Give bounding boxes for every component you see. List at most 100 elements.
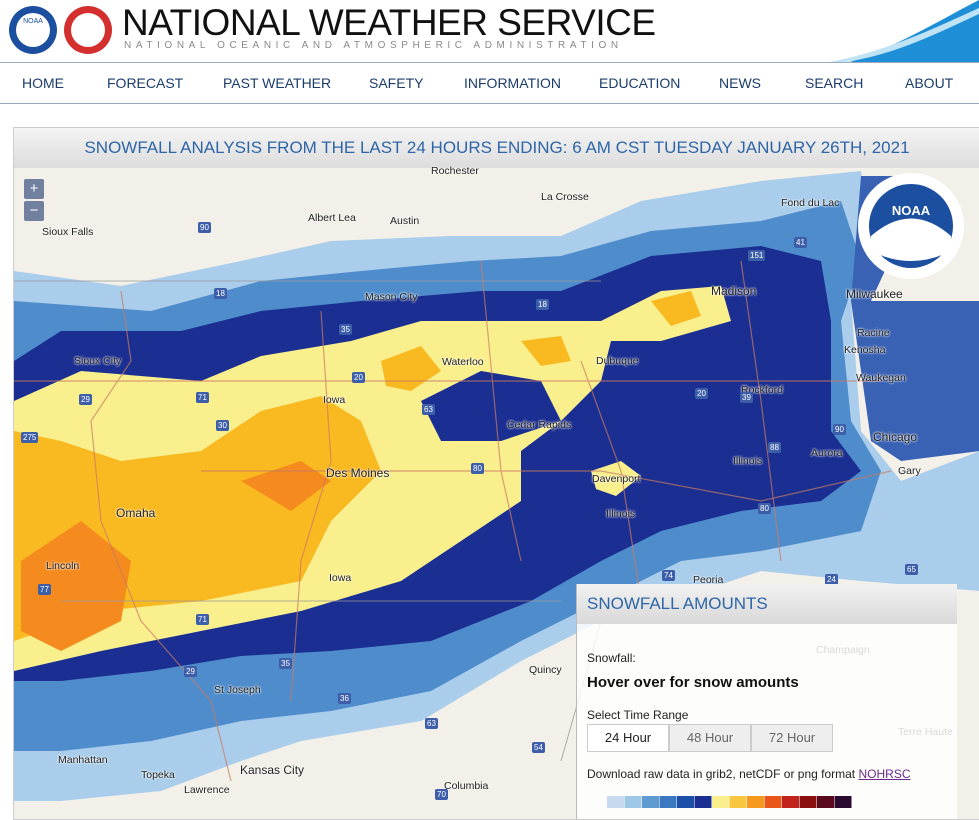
- scale-swatch: [799, 796, 817, 808]
- scale-swatch: [659, 796, 677, 808]
- place-label: Davenport: [592, 473, 641, 485]
- place-label: Omaha: [116, 506, 156, 520]
- place-label: Waukegan: [856, 372, 906, 384]
- nav-link[interactable]: FORECAST: [107, 75, 184, 91]
- logo-text: NOAA: [23, 18, 43, 25]
- color-scale: [607, 796, 852, 808]
- panel-title: SNOWFALL AMOUNTS: [577, 584, 957, 624]
- highway-shield: 80: [758, 503, 771, 514]
- scale-swatch: [764, 796, 782, 808]
- highway-shield: 71: [196, 614, 209, 625]
- place-label: Iowa: [329, 572, 352, 584]
- header-graphics: NOAA: [9, 0, 979, 62]
- highway-shield: 20: [352, 372, 365, 383]
- highway-shield: 80: [471, 463, 484, 474]
- download-label: Download raw data in grib2, netCDF or pn…: [587, 767, 856, 781]
- place-label: Dubuque: [596, 355, 639, 367]
- nav-link[interactable]: PAST WEATHER: [223, 75, 332, 91]
- scale-swatch: [782, 796, 799, 808]
- place-label: Lincoln: [46, 560, 80, 572]
- highway-shield: 90: [198, 222, 211, 233]
- highway-shield: 63: [422, 404, 435, 415]
- place-label: Fond du Lac: [781, 197, 840, 209]
- highway-shield: 88: [768, 442, 781, 453]
- place-label: Quincy: [529, 664, 562, 676]
- scale-swatch: [677, 796, 694, 808]
- highway-shield: 90: [833, 424, 846, 435]
- nav-link[interactable]: INFORMATION: [464, 75, 561, 91]
- place-label: Milwaukee: [846, 287, 903, 301]
- download-text: Download raw data in grib2, netCDF or pn…: [587, 767, 911, 781]
- nav-link[interactable]: SEARCH: [805, 75, 864, 91]
- place-label: Cedar Rapids: [507, 419, 572, 431]
- place-label: Kenosha: [844, 344, 886, 356]
- scale-swatch: [747, 796, 764, 808]
- range-button[interactable]: 72 Hour: [751, 724, 833, 752]
- highway-shield: 74: [662, 570, 675, 581]
- highway-shield: 70: [435, 789, 448, 800]
- highway-shield: 63: [425, 718, 438, 729]
- place-label: La Crosse: [541, 191, 589, 203]
- place-label: Columbia: [444, 780, 489, 792]
- nav-link[interactable]: HOME: [22, 75, 64, 91]
- logo-text: NOAA: [892, 203, 931, 218]
- place-label: Sioux City: [74, 355, 122, 367]
- place-label: Manhattan: [58, 754, 108, 766]
- scale-swatch: [694, 796, 712, 808]
- place-label: Topeka: [141, 769, 175, 781]
- highway-shield: 29: [184, 666, 197, 677]
- highway-shield: 35: [279, 658, 292, 669]
- place-label: Illinois: [733, 455, 763, 467]
- place-label: Sioux Falls: [42, 226, 94, 238]
- place-label: St Joseph: [214, 684, 261, 696]
- highway-shield: 29: [79, 394, 92, 405]
- range-button[interactable]: 48 Hour: [669, 724, 751, 752]
- site-title[interactable]: NATIONAL WEATHER SERVICE: [122, 2, 656, 43]
- highway-shield: 77: [38, 584, 51, 595]
- place-label: Madison: [711, 284, 757, 298]
- scale-swatch: [642, 796, 659, 808]
- place-label: Rochester: [431, 165, 479, 177]
- zoom-in[interactable]: +: [24, 179, 44, 199]
- highway-shield: 18: [214, 288, 227, 299]
- download-link[interactable]: NOHRSC: [858, 767, 911, 781]
- highway-shield: 41: [794, 237, 807, 248]
- snowfall-panel: SNOWFALL AMOUNTS Snowfall: Hover over fo…: [576, 584, 957, 819]
- place-label: Aurora: [811, 447, 843, 459]
- highway-shield: 24: [825, 574, 838, 585]
- nav-link[interactable]: ABOUT: [905, 75, 954, 91]
- highway-shield: 30: [216, 420, 229, 431]
- nav-link[interactable]: SAFETY: [369, 75, 424, 91]
- highway-shield: 39: [740, 392, 753, 403]
- scale-swatch: [624, 796, 642, 808]
- highway-shield: 71: [196, 392, 209, 403]
- highway-shield: 275: [21, 432, 39, 443]
- highway-shield: 151: [748, 250, 766, 261]
- scale-swatch: [817, 796, 834, 808]
- scale-swatch: [729, 796, 747, 808]
- highway-shield: 36: [338, 693, 351, 704]
- site-subtitle: NATIONAL OCEANIC AND ATMOSPHERIC ADMINIS…: [124, 40, 623, 51]
- nav-bar: HOME FORECAST PAST WEATHER SAFETY INFORMATIO…: [0, 62, 979, 104]
- place-label: Lawrence: [184, 784, 230, 796]
- highway-shield: 65: [905, 564, 918, 575]
- nav-link[interactable]: EDUCATION: [599, 75, 681, 91]
- scale-swatch: [834, 796, 852, 808]
- map-panel: SNOWFALL ANALYSIS FROM THE LAST 24 HOURS…: [13, 127, 979, 820]
- range-button[interactable]: 24 Hour: [587, 724, 669, 752]
- hover-text: Hover over for snow amounts: [587, 674, 799, 691]
- highway-shield: 54: [532, 742, 545, 753]
- place-label: Iowa: [323, 394, 346, 406]
- place-label: Austin: [390, 215, 420, 227]
- place-label: Illinois: [606, 508, 636, 520]
- place-label: Kansas City: [240, 763, 305, 777]
- zoom-out[interactable]: −: [24, 201, 44, 221]
- place-label: Mason City: [365, 291, 418, 303]
- highway-shield: 18: [536, 299, 549, 310]
- place-label: Chicago: [873, 430, 918, 444]
- scale-swatch: [607, 796, 624, 808]
- map-title: SNOWFALL ANALYSIS FROM THE LAST 24 HOURS…: [14, 128, 979, 168]
- nav-link[interactable]: NEWS: [719, 75, 761, 91]
- scale-swatch: [712, 796, 729, 808]
- place-label: Des Moines: [326, 466, 390, 480]
